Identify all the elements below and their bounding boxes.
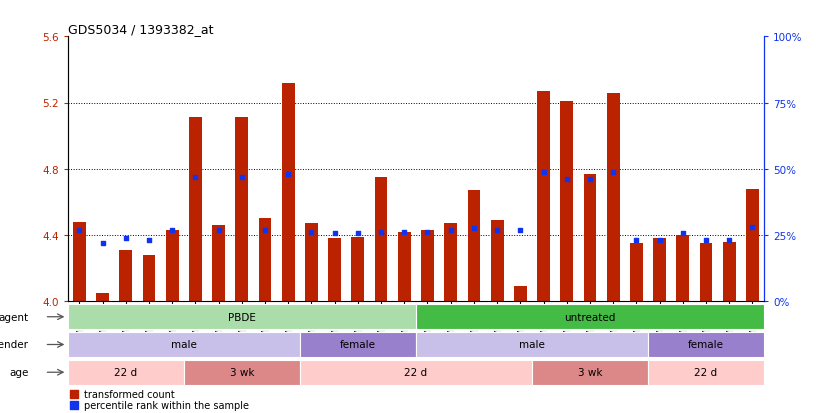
Bar <box>584 174 596 301</box>
Bar <box>723 242 736 301</box>
Bar <box>398 232 411 301</box>
Bar <box>120 250 132 301</box>
Bar <box>537 92 550 301</box>
Bar <box>282 83 295 301</box>
Text: age: age <box>9 367 28 377</box>
Bar <box>212 225 225 301</box>
Bar <box>630 244 643 301</box>
Text: 22 d: 22 d <box>695 367 718 377</box>
Bar <box>300 360 532 385</box>
Point <box>374 229 387 235</box>
Text: GDS5034 / 1393382_at: GDS5034 / 1393382_at <box>68 23 213 36</box>
Point <box>397 229 411 235</box>
Point <box>537 169 550 176</box>
Point <box>259 227 272 234</box>
Bar <box>700 244 712 301</box>
Bar <box>328 239 341 301</box>
Bar <box>375 178 387 301</box>
Point <box>444 227 458 234</box>
Bar <box>648 332 764 357</box>
Point <box>514 227 527 234</box>
Point <box>629 237 643 244</box>
Bar <box>416 305 764 329</box>
Text: PBDE: PBDE <box>228 312 256 322</box>
Text: female: female <box>339 339 376 350</box>
Bar <box>68 305 416 329</box>
Point <box>165 227 178 234</box>
Point <box>96 240 109 247</box>
Point <box>305 229 318 235</box>
Point <box>67 391 81 397</box>
Point <box>583 176 596 183</box>
Point <box>119 235 132 242</box>
Text: untreated: untreated <box>564 312 615 322</box>
Bar <box>300 332 416 357</box>
Point <box>212 227 225 234</box>
Text: 22 d: 22 d <box>405 367 427 377</box>
Point <box>73 227 86 234</box>
Bar <box>166 230 178 301</box>
Bar <box>746 189 759 301</box>
Text: female: female <box>688 339 724 350</box>
Text: agent: agent <box>0 312 28 322</box>
Bar <box>653 239 666 301</box>
Text: male: male <box>519 339 545 350</box>
Bar <box>189 118 202 301</box>
Point <box>282 171 295 178</box>
Point <box>468 225 481 232</box>
Bar <box>607 93 620 301</box>
Bar <box>676 235 689 301</box>
Point <box>189 174 202 181</box>
Bar <box>532 360 648 385</box>
Bar <box>560 102 573 301</box>
Bar <box>68 360 184 385</box>
Bar <box>305 224 318 301</box>
Bar <box>259 219 272 301</box>
Point <box>676 230 690 237</box>
Text: percentile rank within the sample: percentile rank within the sample <box>84 400 249 410</box>
Bar <box>184 360 300 385</box>
Text: transformed count: transformed count <box>84 389 175 399</box>
Point <box>653 237 667 244</box>
Bar <box>444 224 457 301</box>
Point <box>560 176 573 183</box>
Bar <box>468 191 480 301</box>
Bar <box>68 332 300 357</box>
Point <box>700 237 713 244</box>
Text: gender: gender <box>0 339 28 350</box>
Bar <box>143 255 155 301</box>
Bar <box>73 222 86 301</box>
Text: 22 d: 22 d <box>114 367 137 377</box>
Bar <box>96 293 109 301</box>
Bar <box>491 221 504 301</box>
Point <box>491 227 504 234</box>
Bar <box>235 118 248 301</box>
Point <box>351 230 364 237</box>
Text: 3 wk: 3 wk <box>577 367 602 377</box>
Bar <box>416 332 648 357</box>
Bar <box>648 360 764 385</box>
Bar <box>421 230 434 301</box>
Point <box>142 237 155 244</box>
Text: male: male <box>171 339 197 350</box>
Point <box>606 169 620 176</box>
Point <box>67 402 81 408</box>
Text: 3 wk: 3 wk <box>230 367 254 377</box>
Bar <box>352 237 364 301</box>
Bar <box>514 287 527 301</box>
Point <box>723 237 736 244</box>
Point <box>235 174 249 181</box>
Point <box>746 224 759 230</box>
Point <box>328 230 341 237</box>
Point <box>421 229 434 235</box>
